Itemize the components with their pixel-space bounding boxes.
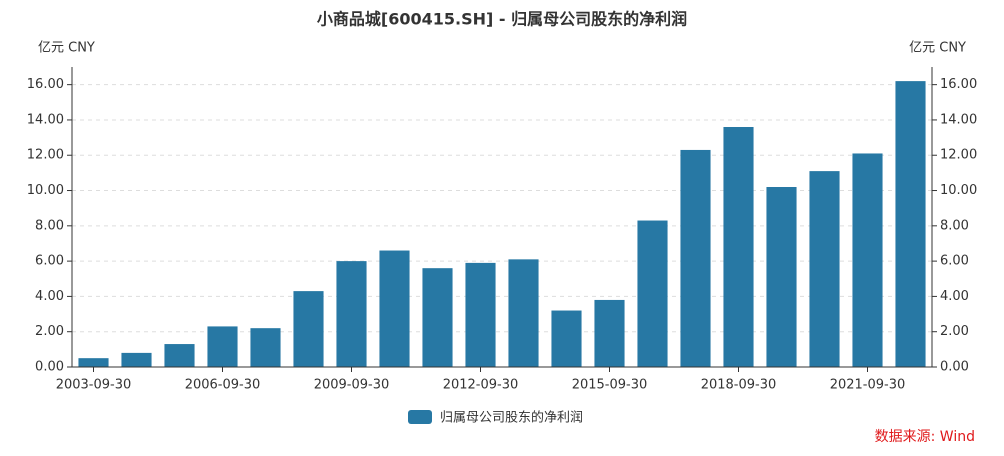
bar [895,81,926,367]
y-tick-label: 4.00 [35,289,64,304]
bar [637,220,668,367]
bar [78,358,109,367]
y2-tick-label: 12.00 [940,148,977,163]
bar [508,259,539,367]
bar [551,310,582,367]
bar [379,250,410,367]
bar [250,328,281,367]
bar [680,149,711,367]
bar [766,187,797,367]
y-tick-label: 12.00 [27,148,64,163]
bar [164,344,195,367]
bar [594,299,625,367]
y2-tick-label: 0.00 [940,360,969,375]
y2-axis-label: 亿元 CNY [909,41,966,56]
bar [852,153,883,367]
y-tick-label: 10.00 [27,183,64,198]
bar [422,268,453,367]
legend-label: 归属母公司股东的净利润 [440,410,583,426]
x-tick-label: 2006-09-30 [185,378,261,393]
bar [207,326,238,367]
chart-title: 小商品城[600415.SH] - 归属母公司股东的净利润 [317,10,687,29]
y-tick-label: 2.00 [35,324,64,339]
x-tick-label: 2012-09-30 [443,378,519,393]
y-tick-label: 6.00 [35,254,64,269]
y-tick-label: 14.00 [27,112,64,127]
bar [336,261,367,367]
bar [293,291,324,367]
y2-tick-label: 2.00 [940,324,969,339]
y2-tick-label: 10.00 [940,183,977,198]
y2-tick-label: 8.00 [940,218,969,233]
x-tick-label: 2009-09-30 [314,378,390,393]
x-tick-label: 2003-09-30 [56,378,132,393]
y2-tick-label: 6.00 [940,254,969,269]
bar [121,352,152,367]
bar [465,262,496,367]
y2-tick-label: 4.00 [940,289,969,304]
y-tick-label: 8.00 [35,218,64,233]
legend-swatch [408,410,432,424]
source-note: 数据来源: Wind [875,429,975,445]
x-tick-label: 2015-09-30 [572,378,648,393]
x-tick-label: 2018-09-30 [701,378,777,393]
bar [809,171,840,367]
y-axis-label: 亿元 CNY [38,41,95,56]
y2-tick-label: 14.00 [940,112,977,127]
y-tick-label: 0.00 [35,360,64,375]
y2-tick-label: 16.00 [940,77,977,92]
y-tick-label: 16.00 [27,77,64,92]
bar [723,127,754,367]
x-tick-label: 2021-09-30 [830,378,906,393]
